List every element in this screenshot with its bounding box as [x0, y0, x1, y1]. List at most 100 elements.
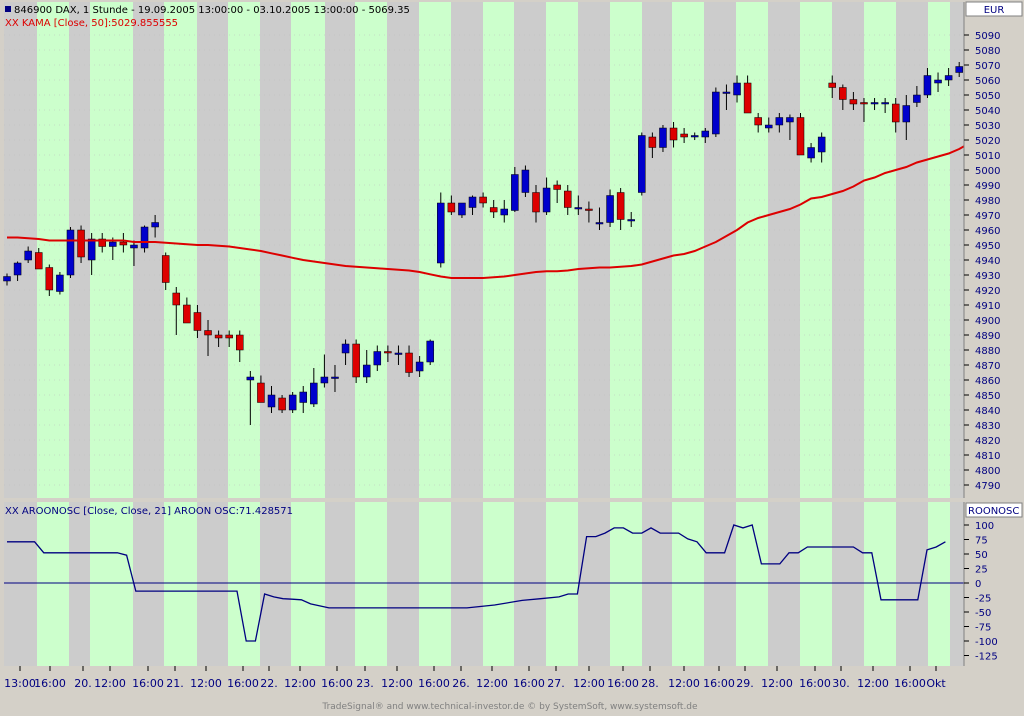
candle-body	[447, 202, 456, 213]
time-tick-label: 12:00	[381, 677, 413, 690]
candle-body	[458, 202, 466, 216]
price-axis[interactable]	[964, 16, 1024, 498]
candle-body	[659, 127, 667, 148]
time-tick-label: 12:00	[761, 677, 793, 690]
oscillator-band	[736, 502, 768, 666]
candle-body	[553, 184, 561, 190]
price-band	[483, 2, 514, 498]
oscillator-band	[355, 502, 387, 666]
candle-body	[955, 66, 963, 73]
time-tick-label: 29.	[736, 677, 754, 690]
candle-body	[183, 304, 191, 324]
price-tick-label: 4850	[975, 391, 1000, 402]
candle-body	[24, 250, 32, 261]
candle-body	[923, 75, 932, 96]
price-tick-label: 4840	[975, 406, 1000, 417]
time-tick-label: 12:00	[94, 677, 126, 690]
candle-body	[310, 382, 318, 405]
candle-body	[934, 79, 942, 84]
time-tick-label: 12:00	[190, 677, 222, 690]
candle-body	[119, 241, 128, 246]
candle-body	[362, 364, 371, 378]
candle-body	[817, 136, 826, 153]
price-band	[800, 2, 832, 498]
time-tick-label: 16:00	[513, 677, 545, 690]
candle-body	[606, 195, 614, 223]
candle-body	[246, 376, 255, 381]
time-tick-label: 27.	[547, 677, 565, 690]
candle-body	[204, 330, 212, 336]
candle-body	[109, 241, 117, 247]
oscillator-band	[928, 502, 950, 666]
symbol-marker	[5, 6, 11, 12]
price-tick-label: 5050	[975, 91, 1000, 102]
price-tick-label: 4870	[975, 361, 1000, 372]
time-tick-label: 21.	[166, 677, 184, 690]
time-tick-label: 16:00	[34, 677, 66, 690]
price-tick-label: 5000	[975, 166, 1000, 177]
oscillator-band	[610, 502, 642, 666]
candle-body	[754, 117, 762, 126]
candle-body	[299, 391, 307, 403]
price-band	[610, 2, 642, 498]
oscillator-tick-label: 25	[975, 565, 988, 576]
candle-body	[352, 343, 360, 378]
candle-body	[331, 376, 339, 379]
candle-body	[489, 207, 498, 213]
candle-body	[151, 222, 159, 228]
candle-body	[733, 82, 741, 96]
time-tick-label: 16:00	[227, 677, 259, 690]
price-tick-label: 4920	[975, 286, 1000, 297]
candle-body	[87, 238, 96, 261]
candle-body	[426, 340, 434, 363]
candle-body	[77, 229, 85, 258]
candle-body	[690, 135, 699, 138]
time-tick-label: 30.	[832, 677, 850, 690]
price-tick-label: 5060	[975, 76, 1000, 87]
candle-body	[807, 147, 815, 159]
price-band	[928, 2, 950, 498]
price-tick-label: 4890	[975, 331, 1000, 342]
time-tick-label: 16:00	[418, 677, 450, 690]
candle-body	[881, 102, 889, 105]
time-tick-label: 12:00	[668, 677, 700, 690]
candle-body	[394, 352, 403, 355]
candle-body	[13, 262, 22, 276]
oscillator-band	[800, 502, 832, 666]
price-band	[291, 2, 325, 498]
time-tick-label: 16:00	[132, 677, 164, 690]
oscillator-band	[864, 502, 896, 666]
price-band	[546, 2, 578, 498]
price-tick-label: 4910	[975, 301, 1000, 312]
oscillator-band	[90, 502, 133, 666]
price-tick-label: 4810	[975, 451, 1000, 462]
time-tick-label: 12:00	[476, 677, 508, 690]
candle-body	[839, 87, 847, 100]
pane-separator[interactable]	[0, 498, 1024, 502]
candle-body	[828, 82, 836, 88]
candle-body	[193, 312, 202, 331]
candle-body	[320, 376, 329, 384]
price-tick-label: 4800	[975, 466, 1000, 477]
price-band	[419, 2, 451, 498]
oscillator-band	[228, 502, 260, 666]
time-tick-label: 12:00	[573, 677, 605, 690]
candle-body	[722, 91, 731, 94]
candle-body	[775, 117, 784, 126]
price-tick-label: 5030	[975, 121, 1000, 132]
time-tick-label: 16:00	[321, 677, 353, 690]
candle-body	[891, 103, 900, 123]
candle-body	[743, 82, 752, 114]
time-axis[interactable]	[0, 666, 964, 698]
candle-body	[542, 187, 551, 213]
time-tick-label: 16:00	[607, 677, 639, 690]
candle-body	[130, 244, 138, 249]
price-axis-ticks: 5090 5080 5070 5060 5050 5040 5030 5020 5010 5000…	[964, 31, 1000, 492]
candle-body	[511, 174, 519, 211]
oscillator-tick-label: 100	[975, 521, 994, 532]
candle-body	[341, 343, 350, 354]
candle-body	[585, 208, 593, 211]
kama-line	[7, 124, 1002, 279]
